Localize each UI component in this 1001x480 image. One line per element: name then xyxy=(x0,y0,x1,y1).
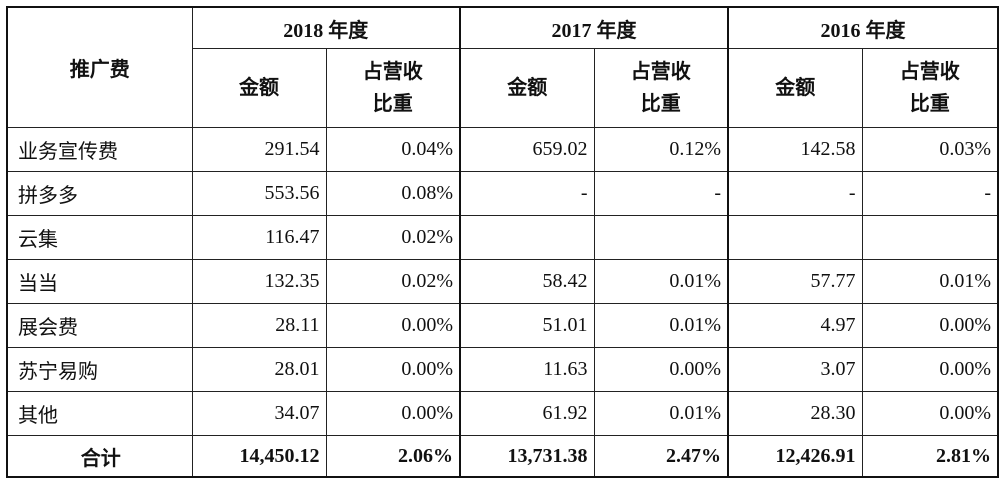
table-row: 云集 116.47 0.02% xyxy=(6,215,999,260)
row-label: 拼多多 xyxy=(6,171,193,216)
row-label: 展会费 xyxy=(6,303,193,348)
ratio-header-2018: 占营收 比重 xyxy=(325,48,461,128)
total-row: 合计 14,450.12 2.06% 13,731.38 2.47% 12,42… xyxy=(6,435,999,478)
amount-cell: 291.54 xyxy=(191,127,327,172)
ratio-cell: 0.03% xyxy=(861,127,999,172)
table-row: 拼多多 553.56 0.08% - - - - xyxy=(6,171,999,216)
ratio-cell: 0.00% xyxy=(861,391,999,436)
table-row: 业务宣传费 291.54 0.04% 659.02 0.12% 142.58 0… xyxy=(6,127,999,172)
amount-cell: 142.58 xyxy=(727,127,863,172)
ratio-cell: 0.08% xyxy=(325,171,461,216)
promotion-fee-table: 推广费 2018 年度 2017 年度 2016 年度 金额 占营收 比重 金额 … xyxy=(6,6,999,478)
corner-header: 推广费 xyxy=(6,6,193,128)
ratio-cell: 0.01% xyxy=(861,259,999,304)
ratio-header-2017: 占营收 比重 xyxy=(593,48,729,128)
ratio-cell: 0.12% xyxy=(593,127,729,172)
ratio-cell: 0.00% xyxy=(325,347,461,392)
amount-header-2018: 金额 xyxy=(191,48,327,128)
ratio-cell xyxy=(593,215,729,260)
ratio-cell xyxy=(861,215,999,260)
amount-cell: - xyxy=(459,171,595,216)
total-ratio-cell: 2.81% xyxy=(861,435,999,478)
amount-cell: 51.01 xyxy=(459,303,595,348)
total-amount-cell: 14,450.12 xyxy=(191,435,327,478)
table-row: 其他 34.07 0.00% 61.92 0.01% 28.30 0.00% xyxy=(6,391,999,436)
ratio-cell: 0.00% xyxy=(861,303,999,348)
row-label: 苏宁易购 xyxy=(6,347,193,392)
total-ratio-cell: 2.06% xyxy=(325,435,461,478)
amount-header-2016: 金额 xyxy=(727,48,863,128)
amount-cell: 4.97 xyxy=(727,303,863,348)
ratio-cell: 0.02% xyxy=(325,215,461,260)
amount-cell: 28.01 xyxy=(191,347,327,392)
row-label: 当当 xyxy=(6,259,193,304)
amount-cell: 132.35 xyxy=(191,259,327,304)
year-header-2018: 2018 年度 xyxy=(191,6,461,49)
amount-cell: 61.92 xyxy=(459,391,595,436)
amount-cell xyxy=(459,215,595,260)
ratio-cell: 0.01% xyxy=(593,303,729,348)
year-header-2017: 2017 年度 xyxy=(459,6,729,49)
row-label: 业务宣传费 xyxy=(6,127,193,172)
amount-cell: 3.07 xyxy=(727,347,863,392)
total-ratio-cell: 2.47% xyxy=(593,435,729,478)
amount-cell: 11.63 xyxy=(459,347,595,392)
amount-cell: 34.07 xyxy=(191,391,327,436)
amount-cell: - xyxy=(727,171,863,216)
total-amount-cell: 13,731.38 xyxy=(459,435,595,478)
table-row: 当当 132.35 0.02% 58.42 0.01% 57.77 0.01% xyxy=(6,259,999,304)
ratio-cell: 0.01% xyxy=(593,259,729,304)
ratio-cell: 0.00% xyxy=(593,347,729,392)
amount-cell: 553.56 xyxy=(191,171,327,216)
amount-cell: 28.30 xyxy=(727,391,863,436)
table-row: 苏宁易购 28.01 0.00% 11.63 0.00% 3.07 0.00% xyxy=(6,347,999,392)
total-label: 合计 xyxy=(6,435,193,478)
ratio-cell: 0.00% xyxy=(325,303,461,348)
ratio-header-2016: 占营收 比重 xyxy=(861,48,999,128)
table-row: 展会费 28.11 0.00% 51.01 0.01% 4.97 0.00% xyxy=(6,303,999,348)
amount-cell xyxy=(727,215,863,260)
ratio-cell: 0.04% xyxy=(325,127,461,172)
ratio-cell: - xyxy=(861,171,999,216)
year-header-2016: 2016 年度 xyxy=(727,6,999,49)
row-label: 云集 xyxy=(6,215,193,260)
amount-cell: 58.42 xyxy=(459,259,595,304)
amount-cell: 659.02 xyxy=(459,127,595,172)
row-label: 其他 xyxy=(6,391,193,436)
ratio-cell: 0.02% xyxy=(325,259,461,304)
ratio-cell: - xyxy=(593,171,729,216)
total-amount-cell: 12,426.91 xyxy=(727,435,863,478)
amount-cell: 116.47 xyxy=(191,215,327,260)
ratio-cell: 0.00% xyxy=(861,347,999,392)
amount-cell: 57.77 xyxy=(727,259,863,304)
amount-cell: 28.11 xyxy=(191,303,327,348)
ratio-cell: 0.01% xyxy=(593,391,729,436)
ratio-cell: 0.00% xyxy=(325,391,461,436)
amount-header-2017: 金额 xyxy=(459,48,595,128)
